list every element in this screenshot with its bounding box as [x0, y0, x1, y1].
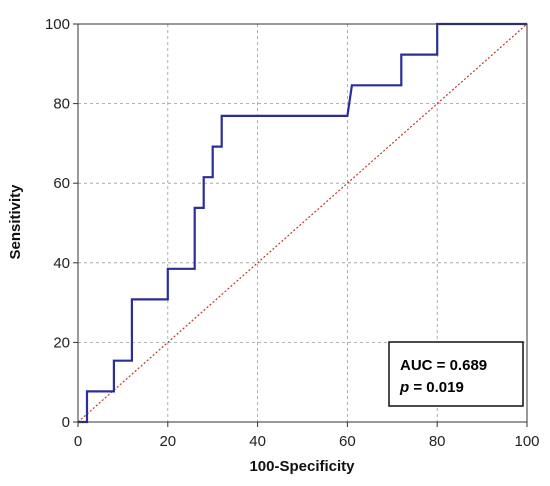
x-tick-label: 60	[339, 433, 356, 450]
roc-curve-line	[78, 22, 527, 424]
x-tick-label: 40	[249, 433, 266, 450]
plot-frame	[77, 23, 528, 423]
reference-diagonal-line	[77, 23, 528, 423]
y-tick-label: 80	[53, 96, 70, 113]
stats-box: AUC = 0.689 p = 0.019	[388, 341, 524, 407]
y-tick-label: 100	[45, 16, 70, 33]
x-tick-label: 0	[74, 433, 82, 450]
x-tick-label: 80	[429, 433, 446, 450]
y-tick-labels: 0 20 40 60 80 100	[45, 16, 78, 431]
x-tick-labels: 0 20 40 60 80 100	[74, 422, 540, 450]
auc-text: AUC = 0.689	[400, 357, 487, 374]
y-tick-label: 0	[62, 414, 70, 431]
y-tick-label: 20	[53, 334, 70, 351]
p-value-text: p = 0.019	[399, 379, 464, 396]
y-axis-title: Sensitivity	[7, 184, 24, 260]
y-tick-label: 40	[53, 255, 70, 272]
p-value: = 0.019	[409, 379, 464, 396]
y-tick-label: 60	[53, 175, 70, 192]
x-tick-label: 100	[514, 433, 539, 450]
p-symbol: p	[399, 379, 409, 396]
x-axis-title: 100-Specificity	[249, 458, 355, 475]
x-tick-label: 20	[159, 433, 176, 450]
stats-box-frame	[388, 341, 524, 407]
grid-lines	[78, 24, 527, 422]
